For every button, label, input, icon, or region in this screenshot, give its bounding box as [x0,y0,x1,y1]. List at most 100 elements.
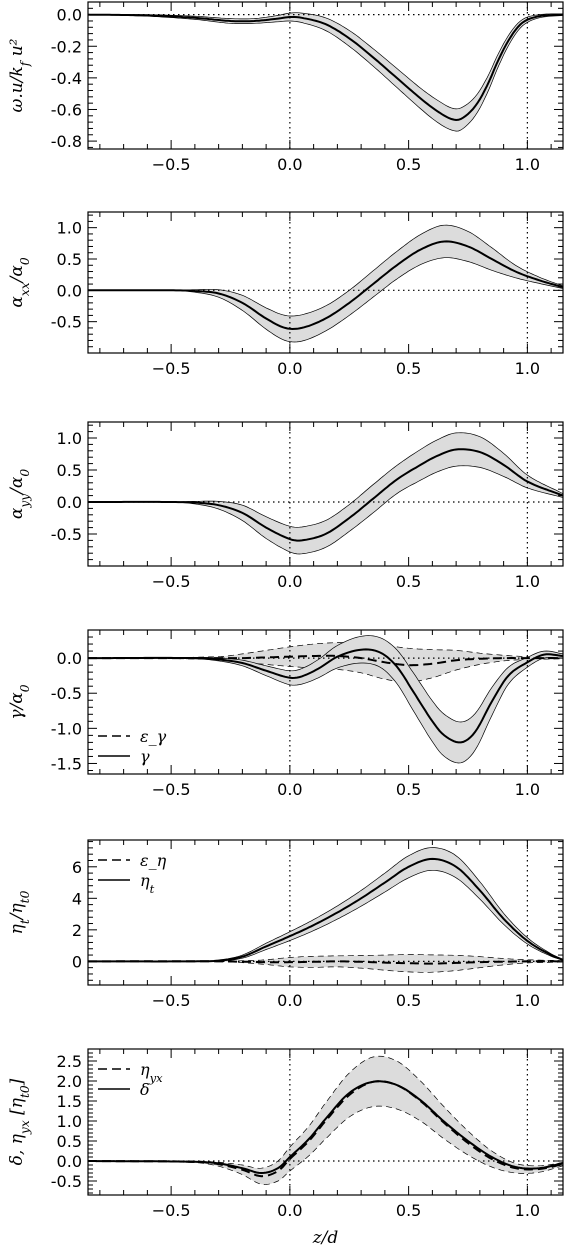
plot-frame [87,629,564,775]
y-tick-label: -0.5 [51,684,82,703]
series-line-1 [88,240,563,331]
y-tick-label: -0.5 [51,525,82,544]
legend-label: ηyx [140,1060,163,1085]
y-tick-label: 0.5 [57,250,82,269]
series-line-2 [88,1080,563,1175]
plot-area [88,630,563,774]
y-tick-label: 2 [72,921,82,940]
y-axis-label: ηt/ηt0 [7,890,32,934]
plot-frame [87,1048,564,1196]
x-tick-label: 0.0 [277,780,302,799]
plot-area [88,2,563,149]
y-axis-label: αxx/α0 [7,257,32,308]
x-tick-label: 0.5 [396,359,421,378]
y-axis-label: αyy/α0 [7,469,32,520]
x-axis-label: z/d [312,1228,339,1248]
y-axis-label: δ, ηyx [ηt0] [7,1078,32,1165]
y-tick-label: 0.0 [57,281,82,300]
x-tick-label: 0.0 [277,991,302,1010]
legend-label: ε_η [140,851,167,870]
panel-5: −0.5 0.0 0.5 1.0 6 4 2 0 ηt/ηt0 ε_ηηt [7,839,564,1010]
y-tick-label: -0.2 [51,37,82,56]
y-axis-label: γ/α0 [7,684,32,719]
y-tick-label: -0.8 [51,132,82,151]
band-1 [88,225,563,342]
band-2 [88,635,563,763]
x-tick-label: −0.5 [152,991,191,1010]
x-tick-label: 0.5 [396,780,421,799]
series-line-2 [88,857,563,963]
x-tick-label: −0.5 [152,155,191,174]
x-tick-label: 1.0 [515,155,540,174]
y-tick-label: -0.4 [51,69,82,88]
x-tick-label: −0.5 [152,359,191,378]
x-tick-label: 1.0 [515,991,540,1010]
y-tick-label: 6 [72,858,82,877]
x-tick-label: 1.0 [515,1201,540,1220]
x-tick-label: 0.5 [396,572,421,591]
y-tick-label: 0.0 [57,493,82,512]
legend-label: δ [140,1080,150,1099]
plot-frame [87,421,564,567]
x-tick-label: −0.5 [152,572,191,591]
y-tick-label: 1.0 [57,429,82,448]
band-1 [88,954,563,973]
panel-2: −0.5 0.0 0.5 1.0 1.0 0.5 0.0 -0.5 αxx/α0 [7,211,564,378]
y-tick-label: -0.5 [51,1172,82,1191]
y-tick-label: -1.0 [51,719,82,738]
x-tick-label: 1.0 [515,572,540,591]
y-tick-label: 2.5 [57,1052,82,1071]
y-tick-label: 0.5 [57,461,82,480]
plot-frame [87,839,564,986]
plot-frame [87,211,564,354]
x-tick-label: 0.5 [396,155,421,174]
x-tick-label: 0.5 [396,1201,421,1220]
y-tick-label: 0 [72,952,82,971]
panel-6: −0.5 0.0 0.5 1.02.52.01.51.00.50.0-0.5δ, ηy… [7,1048,564,1248]
panel-1: −0.5 0.0 0.5 1.0 0.0 -0.2 -0.4 -0.6 -0.8 ω.u/kf u… [7,1,564,174]
series-line-1 [88,654,563,667]
y-tick-label: 0.0 [57,6,82,25]
series-line-1 [88,448,563,542]
panel-4: −0.5 0.0 0.5 1.0 0.0 -0.5 -1.0 -1.5 γ/α0 ε_γγ [7,629,564,799]
x-tick-label: 0.5 [396,991,421,1010]
y-tick-label: -0.5 [51,313,82,332]
legend-label: ε_γ [140,727,167,746]
y-tick-label: 1.0 [57,1112,82,1131]
band-edge-1-2 [88,1105,563,1185]
band-edge-1-2 [88,14,563,132]
y-tick-label: -1.5 [51,754,82,773]
x-tick-label: 0.0 [277,359,302,378]
x-tick-label: 0.0 [277,572,302,591]
band-edge-1-1 [88,1055,563,1169]
band-1 [88,432,563,554]
band-edge-1-2 [88,657,563,683]
y-tick-label: 2.0 [57,1072,82,1091]
y-tick-label: -0.6 [51,100,82,119]
y-tick-label: 0.5 [57,1132,82,1151]
plot-frame [87,1,564,150]
panel-3: −0.5 0.0 0.5 1.0 1.0 0.5 0.0 -0.5 αyy/α0 [7,421,564,591]
y-tick-label: 1.5 [57,1092,82,1111]
series-line-1 [88,960,563,965]
y-tick-label: 4 [72,889,82,908]
plot-area [88,422,563,566]
plot-area [88,1049,563,1195]
legend-label: γ [140,747,150,766]
x-tick-label: −0.5 [152,780,191,799]
band-edge-1-1 [88,12,563,110]
y-tick-label: 0.0 [57,649,82,668]
y-tick-label: 1.0 [57,219,82,238]
x-tick-label: 0.0 [277,155,302,174]
x-tick-label: 1.0 [515,359,540,378]
x-tick-label: −0.5 [152,1201,191,1220]
legend-label: ηt [140,871,155,896]
series-line-1 [88,13,563,122]
series-line-2 [88,648,563,744]
plot-area [88,840,563,985]
x-tick-label: 1.0 [515,780,540,799]
y-tick-label: 0.0 [57,1152,82,1171]
plot-area [88,212,563,353]
x-tick-label: 0.0 [277,1201,302,1220]
